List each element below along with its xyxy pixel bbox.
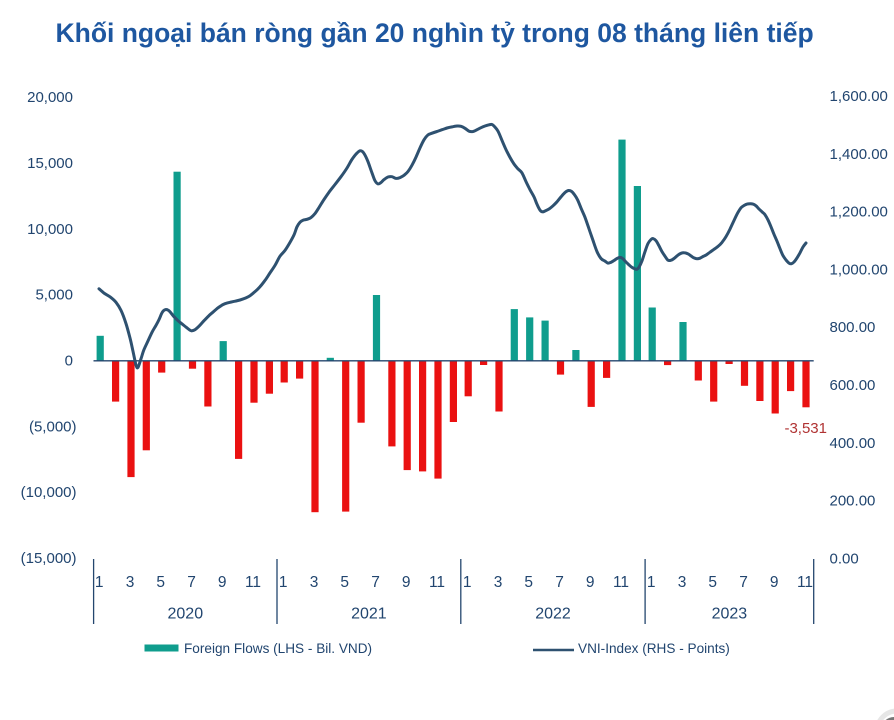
svg-text:5: 5 — [340, 574, 349, 591]
svg-text:5,000: 5,000 — [35, 287, 73, 304]
svg-text:9: 9 — [402, 574, 411, 591]
svg-text:3: 3 — [678, 574, 687, 591]
svg-text:-3,531: -3,531 — [784, 420, 827, 437]
svg-text:0: 0 — [65, 353, 73, 370]
svg-text:9: 9 — [218, 574, 227, 591]
svg-text:1,000.00: 1,000.00 — [830, 261, 888, 278]
svg-text:7: 7 — [739, 574, 748, 591]
svg-text:1,400.00: 1,400.00 — [830, 146, 888, 163]
svg-text:800.00: 800.00 — [830, 319, 876, 336]
svg-text:0.00: 0.00 — [830, 550, 859, 567]
svg-text:2022: 2022 — [535, 606, 571, 623]
svg-text:7: 7 — [187, 574, 196, 591]
svg-text:3: 3 — [494, 574, 503, 591]
svg-text:1: 1 — [95, 574, 104, 591]
svg-text:9: 9 — [586, 574, 595, 591]
svg-text:200.00: 200.00 — [830, 493, 876, 510]
svg-text:5: 5 — [708, 574, 717, 591]
svg-text:15,000: 15,000 — [27, 155, 73, 172]
svg-text:3: 3 — [310, 574, 319, 591]
svg-text:11: 11 — [245, 574, 261, 591]
svg-text:600.00: 600.00 — [830, 377, 876, 394]
svg-text:20,000: 20,000 — [27, 89, 73, 106]
svg-text:VNI-Index (RHS - Points): VNI-Index (RHS - Points) — [578, 641, 730, 656]
svg-text:1: 1 — [647, 574, 656, 591]
svg-text:400.00: 400.00 — [830, 435, 876, 452]
svg-text:3: 3 — [126, 574, 135, 591]
svg-text:11: 11 — [429, 574, 445, 591]
svg-text:9: 9 — [770, 574, 779, 591]
svg-text:11: 11 — [613, 574, 629, 591]
svg-text:2020: 2020 — [168, 606, 204, 623]
svg-text:(10,000): (10,000) — [21, 484, 77, 501]
svg-text:10,000: 10,000 — [27, 221, 73, 238]
svg-text:7: 7 — [555, 574, 564, 591]
svg-text:1,600.00: 1,600.00 — [830, 88, 888, 105]
svg-text:7: 7 — [371, 574, 380, 591]
svg-text:5: 5 — [524, 574, 533, 591]
svg-text:1: 1 — [279, 574, 288, 591]
svg-text:11: 11 — [797, 574, 813, 591]
svg-text:Khối ngoại bán ròng gần 20 ngh: Khối ngoại bán ròng gần 20 nghìn tỷ tron… — [56, 18, 814, 48]
svg-text:2021: 2021 — [351, 606, 387, 623]
svg-text:5: 5 — [156, 574, 165, 591]
svg-text:1: 1 — [463, 574, 472, 591]
svg-text:2023: 2023 — [712, 606, 748, 623]
svg-text:1,200.00: 1,200.00 — [830, 204, 888, 221]
svg-text:Foreign Flows (LHS - Bil. VND): Foreign Flows (LHS - Bil. VND) — [184, 641, 372, 656]
svg-text:(5,000): (5,000) — [29, 418, 77, 435]
svg-text:(15,000): (15,000) — [21, 550, 77, 567]
